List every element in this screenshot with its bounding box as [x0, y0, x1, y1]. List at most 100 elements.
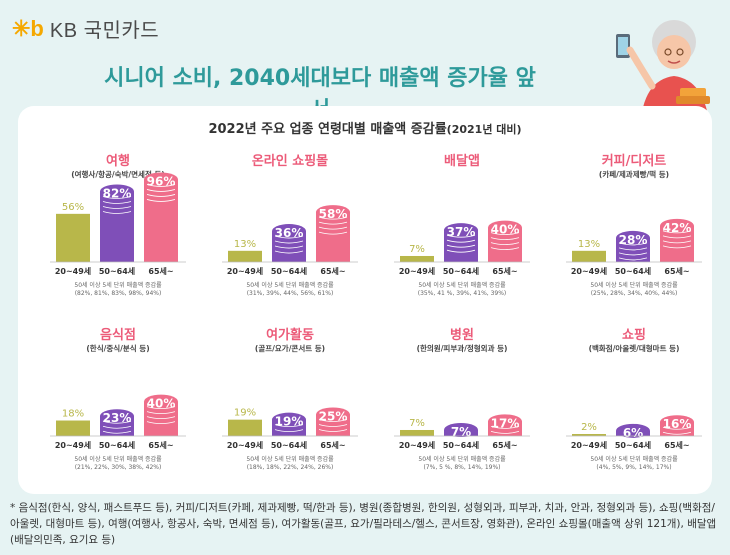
bar-stripe: [274, 250, 304, 254]
bar-stripe: [146, 416, 176, 419]
data-label: 82%: [103, 186, 132, 200]
chart-subtitle: (한식/중식/분식 등): [86, 344, 150, 353]
category-label: 20~49세: [55, 440, 91, 450]
bar: [572, 250, 606, 262]
bar-cap: [488, 414, 522, 429]
bar: [400, 255, 434, 262]
bar-stripe: [446, 249, 476, 253]
chart-card: 배달앱 7% 20~49세 37% 50~64세 40% 65세~ 50세 이상 5세 단위 …: [386, 150, 538, 310]
chart-note: 50세 이상 5세 단위 매출액 증감률 (7%, 5 %, 8%, 14%, 1…: [386, 456, 538, 472]
chart-title: 여가활동: [266, 328, 314, 343]
note-values: (7%, 5 %, 8%, 14%, 19%): [423, 464, 501, 471]
category-label: 20~49세: [571, 266, 607, 276]
note-prefix: 50세 이상 5세 단위 매출액 증감률: [74, 282, 162, 289]
bar-stripe: [146, 194, 176, 197]
bar-stripe: [274, 240, 304, 244]
bar-stripe: [146, 411, 176, 414]
chart-note: 50세 이상 5세 단위 매출액 증감률 (35%, 41 %, 39%, 41%…: [386, 282, 538, 298]
note-prefix: 50세 이상 5세 단위 매출액 증감률: [418, 282, 506, 289]
note-prefix: 50세 이상 5세 단위 매출액 증감률: [590, 282, 678, 289]
chart-title: 병원: [450, 328, 474, 343]
bar: [228, 419, 262, 436]
chart-subtitle: (여행사/항공/숙박/면세점 등): [71, 170, 165, 179]
bar-cap: [616, 423, 650, 438]
chart-note: 50세 이상 5세 단위 매출액 증감률 (31%, 39%, 44%, 56%,…: [214, 282, 366, 298]
bar-stripe: [146, 184, 176, 187]
brand-name: KB 국민카드: [49, 20, 160, 42]
category-label: 20~49세: [399, 440, 435, 450]
data-label: 13%: [578, 239, 600, 250]
data-label: 28%: [619, 233, 648, 247]
chart-subtitle: (한의원/피부과/정형외과 등): [416, 344, 508, 353]
bar-stripe: [618, 252, 648, 256]
chart-note: 50세 이상 5세 단위 매출액 증감률 (82%, 81%, 83%, 98%,…: [42, 282, 194, 298]
category-label: 65세~: [320, 266, 345, 276]
bar-chart: 18% 20~49세 23% 50~64세 40% 65세~: [50, 394, 186, 450]
bar-cap: [144, 394, 178, 409]
category-label: 50~64세: [443, 440, 479, 450]
bar-stripe: [618, 242, 648, 246]
bar-stripe: [446, 239, 476, 243]
category-label: 50~64세: [271, 440, 307, 450]
bar-cap: [660, 218, 694, 233]
note-values: (82%, 81%, 83%, 98%, 94%): [74, 290, 162, 297]
category-label: 20~49세: [227, 440, 263, 450]
bar-cap: [100, 184, 134, 199]
bar: [400, 429, 434, 436]
note-prefix: 50세 이상 5세 단위 매출액 증감률: [418, 456, 506, 463]
bar-chart: 13% 20~49세 36% 50~64세 58% 65세~: [222, 205, 358, 276]
chart-note: 50세 이상 5세 단위 매출액 증감률 (25%, 28%, 34%, 40%,…: [558, 282, 710, 298]
category-label: 50~64세: [443, 266, 479, 276]
category-label: 65세~: [320, 440, 345, 450]
bar-stripe: [146, 199, 176, 202]
chart-title: 커피/디저트: [601, 154, 667, 169]
chart-note: 50세 이상 5세 단위 매출액 증감률 (18%, 18%, 22%, 24%,…: [214, 456, 366, 472]
note-prefix: 50세 이상 5세 단위 매출액 증감률: [246, 282, 334, 289]
bar-chart: 56% 20~49세 82% 50~64세 96% 65세~: [50, 172, 186, 276]
data-label: 19%: [234, 408, 256, 419]
chart-card: 여가활동 (골프/요가/콘서트 등) 19% 20~49세 19% 50~64세 25% 65…: [214, 324, 366, 484]
bar-stripe: [318, 226, 348, 230]
bar-stripe: [102, 206, 132, 209]
category-label: 65세~: [664, 266, 689, 276]
bar-stripe: [318, 419, 348, 422]
bar-stripe: [274, 424, 304, 428]
note-values: (21%, 22%, 30%, 38%, 42%): [74, 464, 162, 471]
note-prefix: 50세 이상 5세 단위 매출액 증감률: [246, 456, 334, 463]
data-label: 96%: [147, 174, 176, 188]
note-values: (18%, 18%, 22%, 24%, 26%): [246, 464, 334, 471]
category-label: 65세~: [664, 440, 689, 450]
bar-chart: 7% 20~49세 37% 50~64세 40% 65세~: [394, 220, 530, 276]
note-values: (4%, 5%, 9%, 14%, 17%): [596, 464, 672, 471]
bar-stripe: [274, 245, 304, 249]
data-label: 17%: [491, 416, 520, 430]
category-label: 20~49세: [571, 440, 607, 450]
bar: [228, 250, 262, 262]
bar-chart: 13% 20~49세 28% 50~64세 42% 65세~: [566, 218, 702, 276]
category-label: 50~64세: [271, 266, 307, 276]
bar-cap: [444, 223, 478, 238]
chart-title: 온라인 쇼핑몰: [251, 154, 329, 169]
data-label: 7%: [409, 418, 425, 429]
note-values: (25%, 28%, 34%, 40%, 44%): [590, 290, 678, 297]
bar-stripe: [490, 247, 520, 250]
bar-stripe: [662, 431, 692, 435]
category-label: 50~64세: [615, 440, 651, 450]
bar-stripe: [146, 421, 176, 424]
data-label: 23%: [103, 411, 132, 425]
bar-stripe: [102, 211, 132, 214]
category-label: 20~49세: [399, 266, 435, 276]
data-label: 36%: [275, 226, 304, 240]
brand-logo: ✳b KB 국민카드: [12, 14, 159, 43]
chart-card: 음식점 (한식/중식/분식 등) 18% 20~49세 23% 50~64세 40% 65세~…: [42, 324, 194, 484]
data-label: 25%: [319, 410, 348, 424]
bar-cap: [616, 230, 650, 245]
data-label: 40%: [491, 223, 520, 237]
data-label: 6%: [623, 426, 643, 440]
bar-stripe: [446, 244, 476, 248]
bar-cap: [144, 172, 178, 187]
category-label: 20~49세: [55, 266, 91, 276]
bar-stripe: [662, 240, 692, 244]
note-values: (35%, 41 %, 39%, 41%, 39%): [417, 290, 507, 297]
